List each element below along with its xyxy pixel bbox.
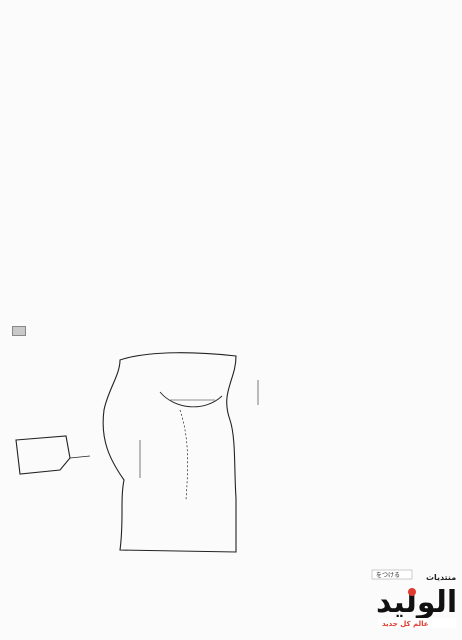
center-front-line — [179, 409, 188, 501]
watermark-caption: منتديات — [426, 573, 456, 582]
cuff-arrow-line — [69, 455, 91, 459]
watermark-site: عالم كل جديد — [382, 620, 429, 628]
watermark-logo: をつける منتديات الوليد عالم كل جديد — [358, 568, 460, 630]
watermark-big-text: الوليد — [376, 585, 457, 620]
cuff-outline — [15, 435, 71, 475]
shade-legend — [12, 326, 29, 336]
garment-schematic — [15, 352, 259, 553]
neck-curve — [159, 391, 223, 408]
watermark-small-text: をつける — [376, 572, 400, 579]
watermark-logo-art: をつける منتديات الوليد عالم كل جديد — [371, 569, 457, 628]
front-band-outline — [102, 352, 237, 553]
legend-swatch — [12, 326, 26, 336]
page-footer — [6, 623, 8, 629]
watermark-site-bg — [378, 618, 456, 628]
logo-accent-dot — [408, 588, 416, 596]
